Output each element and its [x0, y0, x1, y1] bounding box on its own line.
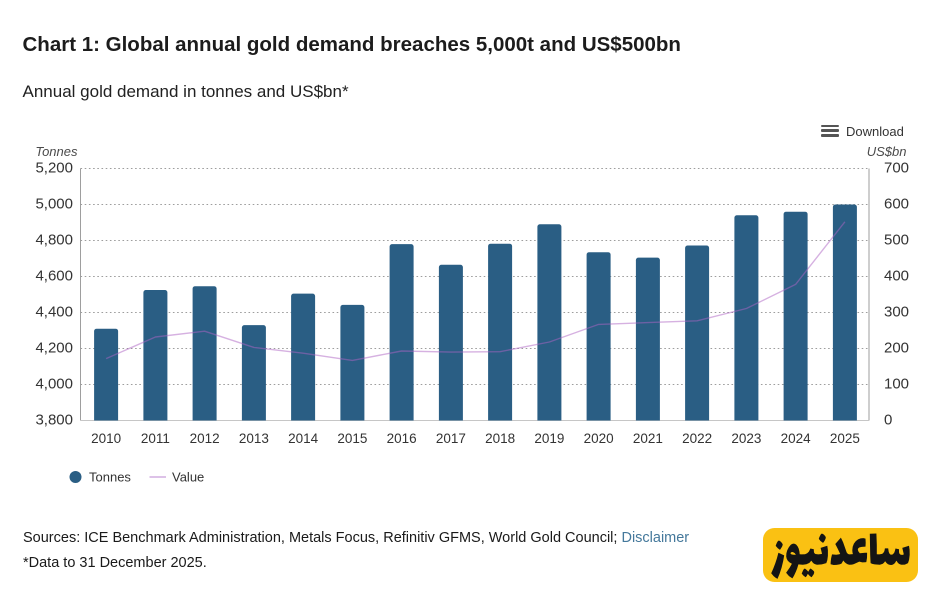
svg-text:2024: 2024: [781, 431, 812, 446]
svg-text:2014: 2014: [288, 431, 319, 446]
svg-text:2023: 2023: [731, 431, 761, 446]
svg-text:0: 0: [884, 412, 892, 429]
svg-text:4,600: 4,600: [35, 268, 73, 285]
svg-text:2016: 2016: [387, 431, 417, 446]
svg-text:2015: 2015: [337, 431, 367, 446]
svg-text:2010: 2010: [91, 431, 121, 446]
svg-text:2013: 2013: [239, 431, 269, 446]
svg-text:3,800: 3,800: [35, 412, 73, 429]
svg-text:2021: 2021: [633, 431, 663, 446]
svg-text:US$bn: US$bn: [867, 144, 907, 159]
svg-text:2018: 2018: [485, 431, 515, 446]
svg-text:4,200: 4,200: [35, 340, 73, 357]
svg-text:2025: 2025: [830, 431, 860, 446]
svg-text:5,200: 5,200: [35, 160, 73, 177]
svg-text:Tonnes: Tonnes: [89, 470, 131, 485]
svg-text:4,000: 4,000: [35, 376, 73, 393]
svg-text:400: 400: [884, 268, 909, 285]
svg-text:5,000: 5,000: [35, 196, 73, 213]
svg-text:100: 100: [884, 376, 909, 393]
svg-text:Value: Value: [172, 470, 204, 485]
svg-text:2019: 2019: [534, 431, 564, 446]
svg-text:4,800: 4,800: [35, 232, 73, 249]
svg-text:600: 600: [884, 196, 909, 213]
svg-text:2012: 2012: [190, 431, 220, 446]
svg-text:500: 500: [884, 232, 909, 249]
svg-text:Tonnes: Tonnes: [35, 144, 78, 159]
svg-text:700: 700: [884, 160, 909, 177]
svg-text:200: 200: [884, 340, 909, 357]
svg-text:2020: 2020: [584, 431, 614, 446]
svg-text:2017: 2017: [436, 431, 466, 446]
svg-text:2011: 2011: [141, 431, 170, 446]
svg-text:4,400: 4,400: [35, 304, 73, 321]
svg-text:2022: 2022: [682, 431, 712, 446]
svg-text:300: 300: [884, 304, 909, 321]
